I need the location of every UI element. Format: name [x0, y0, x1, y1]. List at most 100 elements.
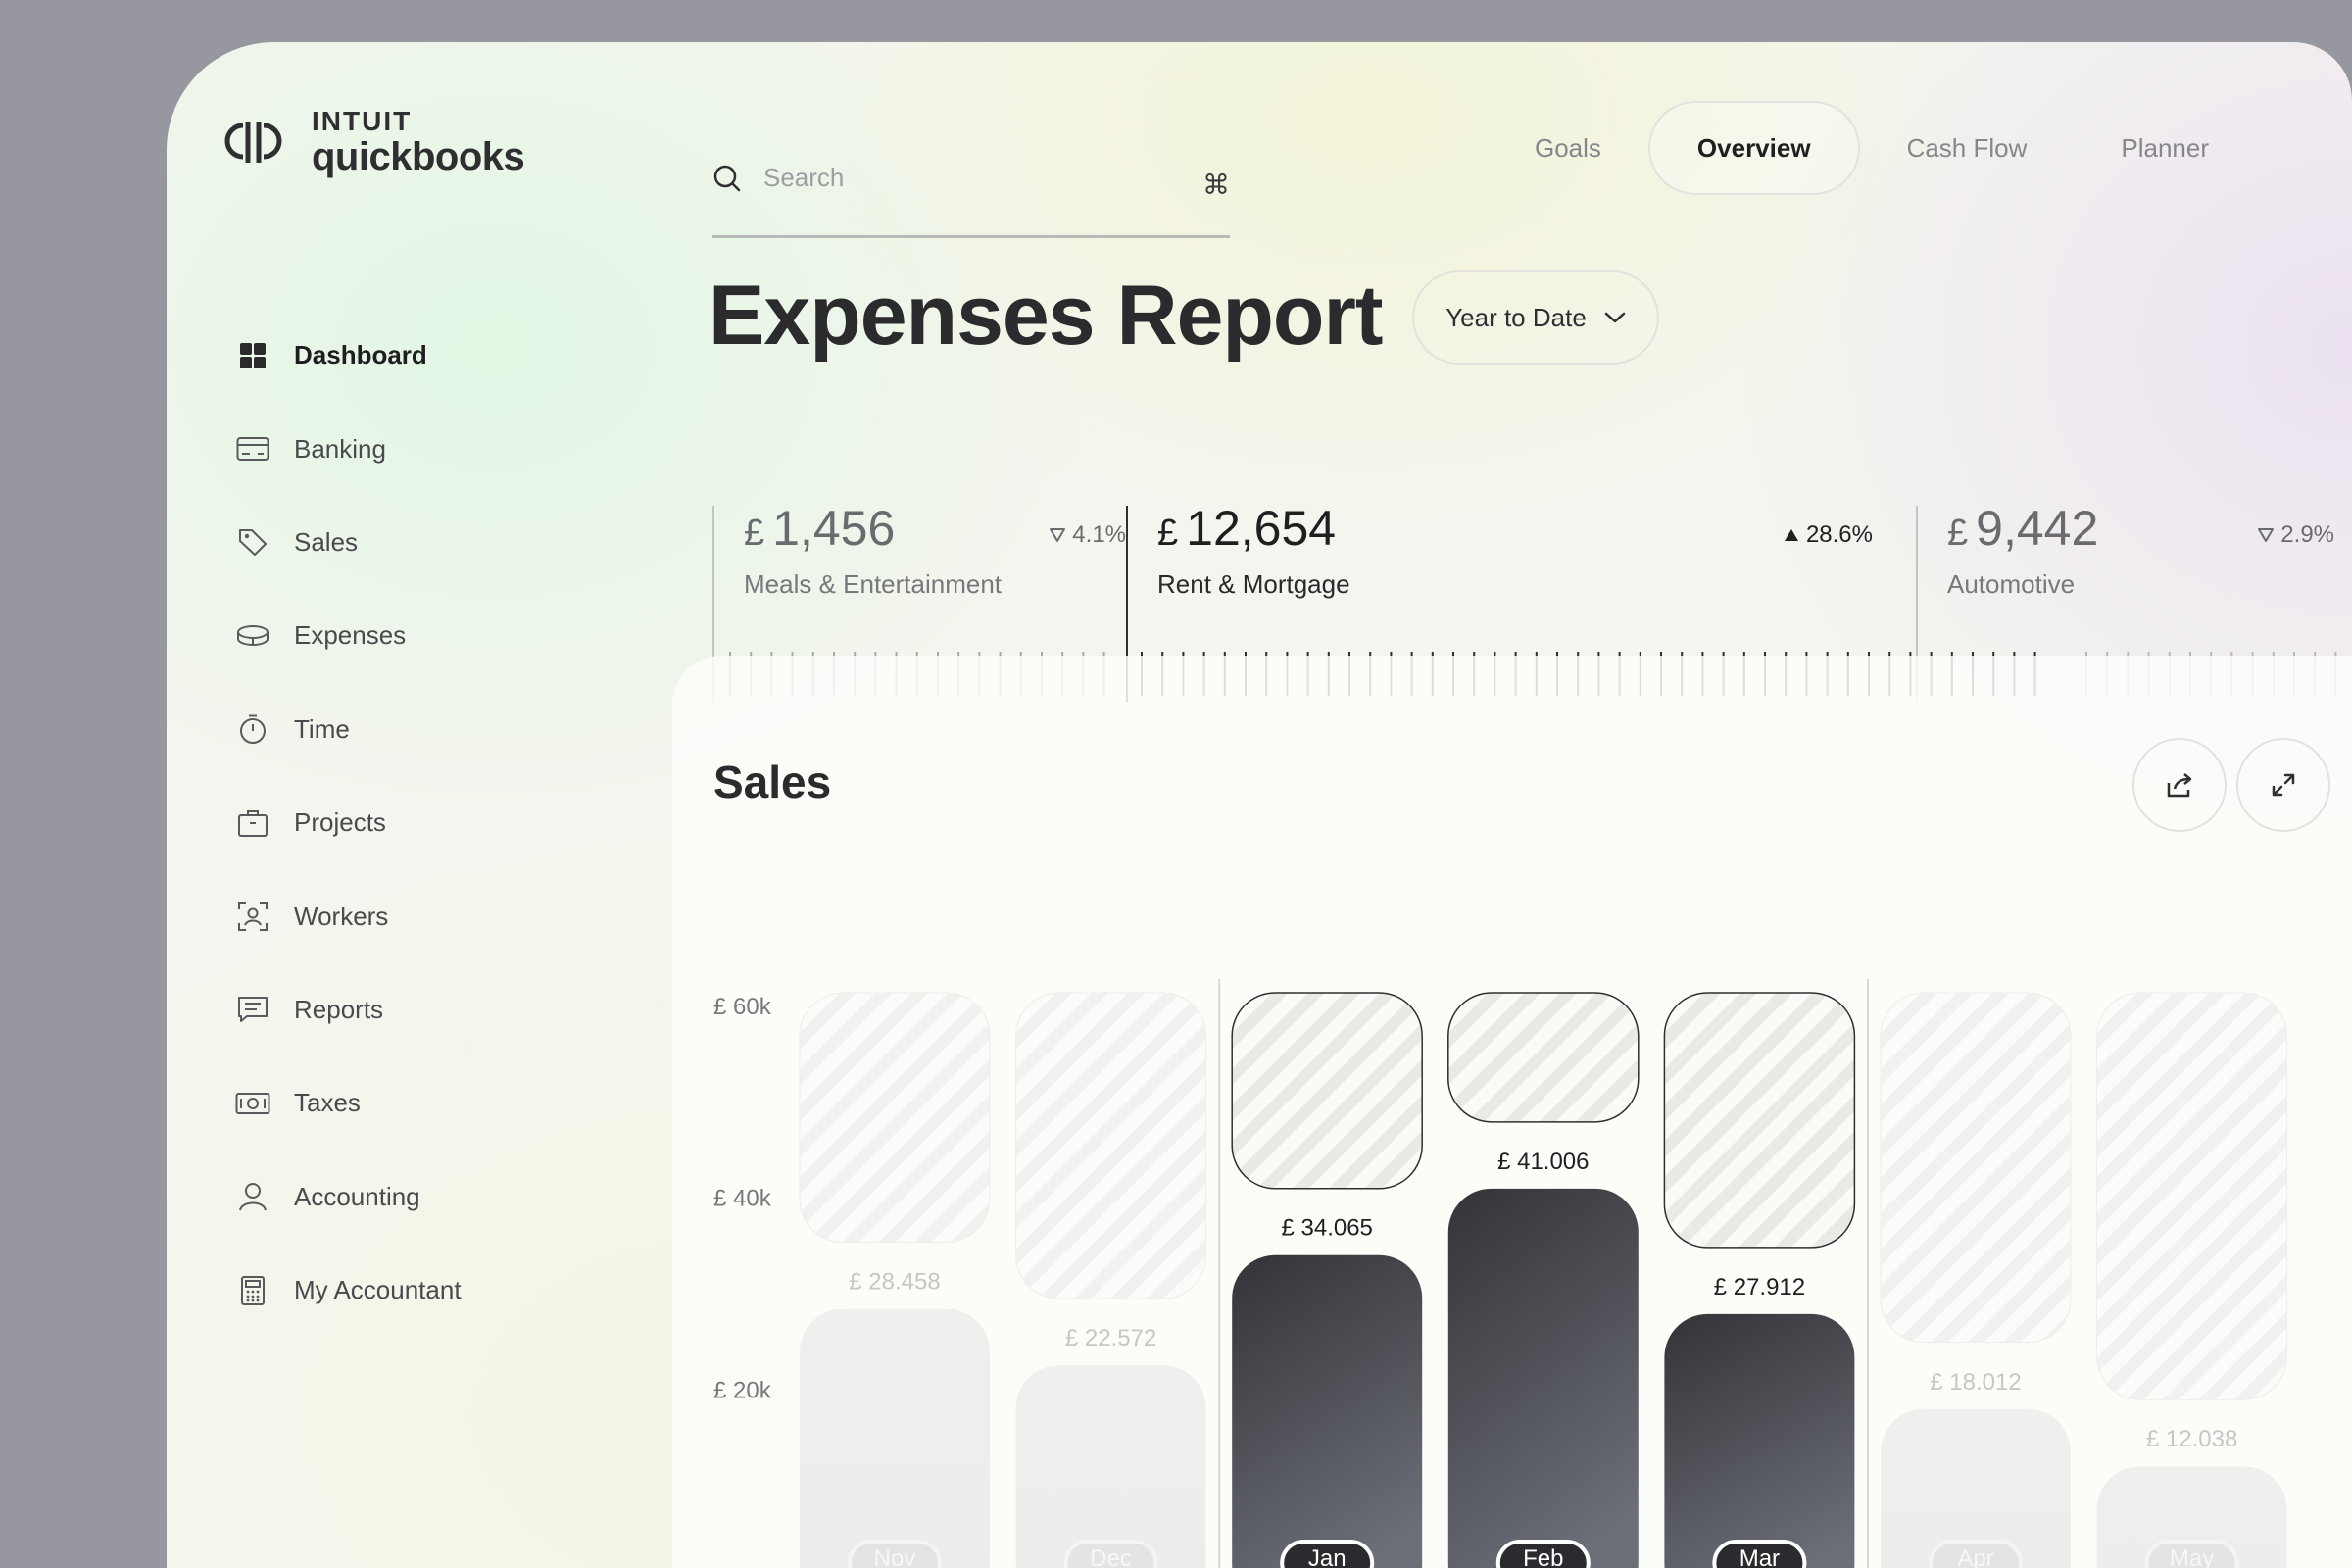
sidebar-item-taxes[interactable]: Taxes: [235, 1056, 608, 1150]
x-tick-label: Feb: [1523, 1545, 1563, 1568]
bar-track: [1015, 992, 1207, 1299]
kpi-delta-value: 28.6%: [1805, 521, 1873, 548]
x-tick-label: May: [2170, 1545, 2214, 1568]
kpi-amount: £1,456: [744, 500, 895, 557]
sidebar-item-my-accountant[interactable]: My Accountant: [235, 1244, 608, 1337]
bar[interactable]: [1232, 1254, 1423, 1568]
kpi-delta-value: 2.9%: [2280, 521, 2334, 548]
search-icon: [713, 165, 741, 191]
bar-value-label: £ 34.065: [1281, 1215, 1372, 1242]
quickbooks-logo-icon: [224, 122, 282, 163]
sidebar-item-label: Time: [294, 713, 350, 744]
bar-value-label: £ 27.912: [1714, 1274, 1805, 1300]
kpi-meals-entertainment[interactable]: £1,456 Meals & Entertainment 4.1%: [712, 459, 1126, 702]
sidebar-nav: Dashboard Banking Sales Expenses Time: [235, 309, 608, 1337]
y-tick-label: £ 20k: [713, 1377, 772, 1403]
sidebar-item-accounting[interactable]: Accounting: [235, 1151, 608, 1244]
kpi-delta-value: 4.1%: [1072, 521, 1126, 548]
page-title: Expenses Report: [709, 269, 1384, 363]
kpi-currency: £: [1157, 513, 1179, 554]
x-tick-label: Nov: [874, 1545, 916, 1568]
command-shortcut-icon: ⌘: [1202, 170, 1230, 200]
bar-track: [1447, 992, 1640, 1123]
bar[interactable]: [1664, 1313, 1855, 1568]
tab-cash-flow[interactable]: Cash Flow: [1906, 132, 2028, 163]
sidebar-item-projects[interactable]: Projects: [235, 776, 608, 869]
kpi-currency: £: [1947, 513, 1969, 554]
bar[interactable]: [800, 1308, 990, 1568]
kpi-divider: [1916, 506, 1918, 702]
sidebar-item-banking[interactable]: Banking: [235, 402, 608, 495]
sidebar-item-label: Workers: [294, 901, 389, 931]
logo-brand-bottom: quickbooks: [312, 135, 525, 178]
sidebar-item-workers[interactable]: Workers: [235, 869, 608, 962]
category-pill: [848, 1540, 942, 1568]
bar-value-label: £ 18.012: [1930, 1369, 2021, 1396]
quickbooks-logo[interactable]: INTUIT quickbooks: [223, 106, 525, 178]
bar[interactable]: [2096, 1466, 2287, 1568]
kpi-label: Meals & Entertainment: [744, 569, 1003, 599]
share-button[interactable]: [2132, 738, 2227, 832]
category-pill: [1495, 1540, 1591, 1568]
stopwatch-icon: [235, 711, 270, 747]
search-input[interactable]: [763, 163, 1175, 193]
tab-overview[interactable]: Overview: [1647, 101, 1860, 195]
bar[interactable]: [1015, 1365, 1206, 1568]
x-tick-label: Jan: [1308, 1545, 1347, 1568]
coins-icon: [235, 618, 270, 654]
triangle-down-icon: [1050, 528, 1066, 542]
sidebar-item-label: My Accountant: [294, 1275, 462, 1305]
kpi-value: 1,456: [772, 501, 896, 556]
category-pill: [1929, 1540, 2023, 1568]
triangle-down-icon: [2258, 528, 2275, 542]
x-tick-label: Mar: [1740, 1545, 1780, 1568]
sidebar-item-sales[interactable]: Sales: [235, 496, 608, 589]
category-pill: [2144, 1540, 2239, 1568]
bar-track: [1231, 992, 1423, 1190]
top-tabs: Goals Overview Cash Flow Planner: [1488, 101, 2256, 195]
bar-track: [2096, 992, 2288, 1400]
calculator-icon: [235, 1273, 270, 1308]
bar-track: [1663, 992, 1856, 1249]
card-icon: [235, 431, 270, 466]
kpi-divider: [1126, 506, 1128, 702]
kpi-divider: [712, 506, 714, 702]
kpi-amount: £9,442: [1947, 500, 2098, 557]
bar-value-label: £ 12.038: [2146, 1426, 2237, 1452]
grid-icon: [235, 338, 270, 373]
expand-button[interactable]: [2236, 738, 2330, 832]
sales-card-title: Sales: [713, 757, 832, 808]
bar-value-label: £ 41.006: [1497, 1149, 1589, 1175]
category-pill: [1712, 1540, 1807, 1568]
sidebar-item-time[interactable]: Time: [235, 683, 608, 776]
sidebar-item-label: Projects: [294, 808, 386, 838]
logo-brand-top: INTUIT: [312, 106, 413, 136]
tab-goals[interactable]: Goals: [1535, 132, 1601, 163]
kpi-value: 9,442: [1976, 501, 2099, 556]
report-icon: [235, 992, 270, 1027]
sidebar-item-label: Expenses: [294, 620, 407, 651]
sidebar-item-dashboard[interactable]: Dashboard: [235, 309, 608, 402]
bar[interactable]: [1447, 1188, 1639, 1568]
kpi-delta: 4.1%: [1049, 521, 1126, 549]
kpi-value: 12,654: [1186, 501, 1337, 556]
sidebar-item-expenses[interactable]: Expenses: [235, 589, 608, 682]
sales-card: Sales: [672, 656, 2352, 1568]
triangle-up-icon: [1784, 529, 1798, 541]
tab-planner[interactable]: Planner: [2121, 132, 2210, 163]
tag-icon: [235, 524, 270, 560]
kpi-automotive[interactable]: £9,442 Automotive 2.9%: [1916, 459, 2334, 702]
money-icon: [235, 1086, 270, 1121]
period-dropdown[interactable]: Year to Date: [1412, 270, 1659, 365]
bar-track: [1880, 992, 2072, 1344]
sidebar-item-label: Sales: [294, 526, 359, 557]
period-dropdown-label: Year to Date: [1446, 302, 1587, 332]
kpi-label: Rent & Mortgage: [1157, 569, 1350, 599]
kpi-rent-mortgage[interactable]: £12,654 Rent & Mortgage 28.6%: [1126, 459, 1902, 702]
sidebar-item-reports[interactable]: Reports: [235, 963, 608, 1056]
y-tick-label: £ 60k: [713, 994, 772, 1020]
user-icon: [235, 1179, 270, 1214]
category-pill: [1063, 1540, 1158, 1568]
bar[interactable]: [1881, 1408, 2071, 1568]
